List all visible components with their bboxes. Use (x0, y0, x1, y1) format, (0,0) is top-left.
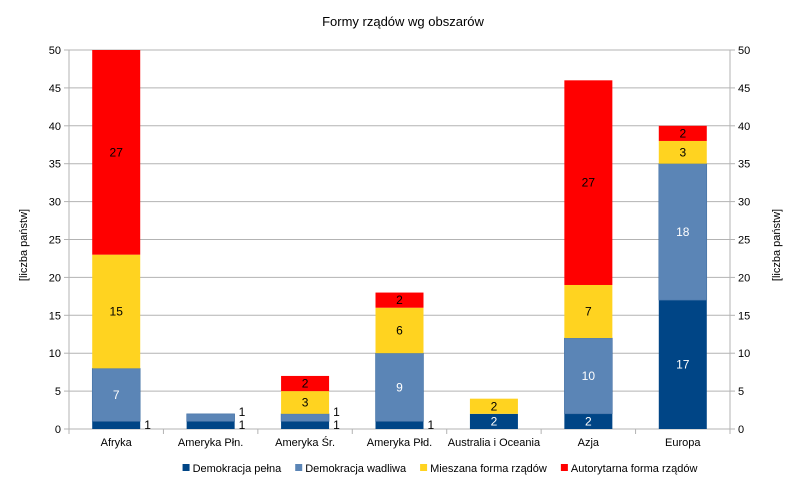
data-label: 2 (491, 399, 498, 413)
x-tick-label: Europa (665, 437, 701, 449)
y-axis-label-left: [liczba państw] (18, 209, 30, 281)
bar-segment (469, 413, 518, 429)
y-tick-label: 35 (49, 159, 61, 171)
bar-segment (564, 284, 613, 339)
x-tick-label: Ameryka Płn. (178, 437, 243, 449)
x-tick-label: Azja (578, 437, 600, 449)
y-tick-label: 25 (49, 235, 61, 247)
y-tick-label: 5 (55, 386, 61, 398)
data-label: 1 (239, 405, 246, 419)
chart-title: Formy rządów wg obszarów (322, 14, 484, 29)
data-label: 1 (428, 418, 435, 432)
y-tick-label-right: 15 (738, 310, 750, 322)
y-tick-label: 15 (49, 310, 61, 322)
bar-segment (375, 421, 424, 429)
y-axis-label-right: [liczba państw] (771, 209, 783, 281)
y-tick-label: 40 (49, 121, 61, 133)
data-label: 6 (396, 323, 403, 337)
data-label: 1 (144, 418, 151, 432)
legend-label: Demokracja wadliwa (305, 463, 407, 475)
x-tick-label: Afryka (101, 437, 133, 449)
y-tick-label-right: 45 (738, 83, 750, 95)
data-label: 3 (302, 395, 309, 409)
x-tick-label: Ameryka Śr. (275, 436, 335, 449)
y-tick-label-right: 35 (738, 159, 750, 171)
data-label: 27 (110, 145, 124, 159)
bar-segment (92, 50, 141, 255)
bar-segment (186, 413, 235, 422)
legend-label: Mieszana forma rządów (430, 463, 547, 475)
data-label: 7 (113, 388, 120, 402)
y-tick-label: 30 (49, 197, 61, 209)
bar-segment (658, 125, 707, 141)
bar-segment (281, 391, 330, 414)
data-label: 2 (491, 414, 498, 428)
bar-segment (375, 307, 424, 354)
bar-segment (658, 163, 708, 301)
y-tick-label-right: 10 (738, 348, 750, 360)
y-tick-label-right: 50 (738, 45, 750, 57)
bar-segment (92, 421, 141, 429)
data-label: 9 (396, 380, 403, 394)
bar-segment (92, 254, 141, 369)
bar-segment (375, 352, 424, 422)
legend: Demokracja pełna Demokracja wadliwa Miesza… (182, 463, 698, 475)
bar-segment (91, 368, 141, 422)
y-tick-label-right: 5 (738, 386, 744, 398)
data-label: 17 (676, 358, 690, 372)
bar-segment (375, 292, 424, 308)
bar-segment (281, 421, 330, 429)
y-tick-label-right: 20 (738, 272, 750, 284)
data-label: 27 (582, 176, 596, 190)
data-label: 2 (396, 293, 403, 307)
legend-swatch (295, 464, 303, 471)
x-tick-label: Australia i Oceania (448, 437, 541, 449)
data-label: 1 (333, 405, 340, 419)
data-label: 18 (676, 225, 690, 239)
data-label: 15 (110, 305, 124, 319)
bar-segment (186, 421, 235, 429)
data-label: 1 (333, 418, 340, 432)
y-tick-label-right: 0 (738, 424, 744, 436)
y-tick-label: 50 (49, 45, 61, 57)
legend-label: Demokracja pełna (193, 463, 283, 475)
legend-label: Autorytarna forma rządów (571, 463, 698, 475)
data-label: 2 (585, 414, 592, 428)
data-label: 10 (582, 369, 596, 383)
bar-segment (658, 300, 707, 429)
bar-segment (564, 80, 613, 285)
y-tick-label: 10 (49, 348, 61, 360)
y-tick-label: 0 (55, 424, 61, 436)
bar-segment (281, 375, 330, 392)
y-tick-label-right: 25 (738, 235, 750, 247)
data-label: 2 (302, 377, 309, 391)
data-label: 3 (679, 145, 686, 159)
y-tick-label-right: 40 (738, 121, 750, 133)
legend-swatch (182, 464, 190, 471)
data-label: 1 (239, 418, 246, 432)
data-label: 2 (679, 126, 686, 140)
y-tick-label: 20 (49, 272, 61, 284)
x-tick-label: Ameryka Płd. (367, 437, 432, 449)
legend-swatch (560, 464, 568, 471)
legend-swatch (420, 464, 428, 471)
bar-segment (280, 413, 330, 422)
bar-segment (658, 140, 707, 164)
data-label: 7 (585, 305, 592, 319)
bar-segment (564, 413, 613, 429)
bar-segment (564, 337, 613, 415)
bar-segment (469, 398, 518, 414)
y-tick-label-right: 30 (738, 197, 750, 209)
y-tick-label: 45 (49, 83, 61, 95)
